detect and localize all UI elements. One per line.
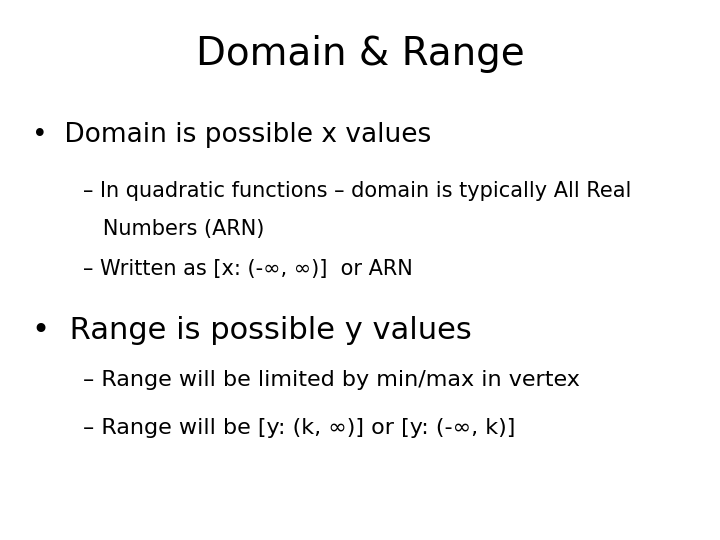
Text: – Written as [x: (-∞, ∞)]  or ARN: – Written as [x: (-∞, ∞)] or ARN — [83, 259, 413, 279]
Text: – Range will be limited by min/max in vertex: – Range will be limited by min/max in ve… — [83, 370, 580, 390]
Text: •  Range is possible y values: • Range is possible y values — [32, 316, 472, 345]
Text: Domain & Range: Domain & Range — [196, 35, 524, 73]
Text: – In quadratic functions – domain is typically All Real: – In quadratic functions – domain is typ… — [83, 181, 631, 201]
Text: – Range will be [y: (k, ∞)] or [y: (-∞, k)]: – Range will be [y: (k, ∞)] or [y: (-∞, … — [83, 418, 516, 438]
Text: •  Domain is possible x values: • Domain is possible x values — [32, 122, 432, 147]
Text: Numbers (ARN): Numbers (ARN) — [83, 219, 264, 239]
